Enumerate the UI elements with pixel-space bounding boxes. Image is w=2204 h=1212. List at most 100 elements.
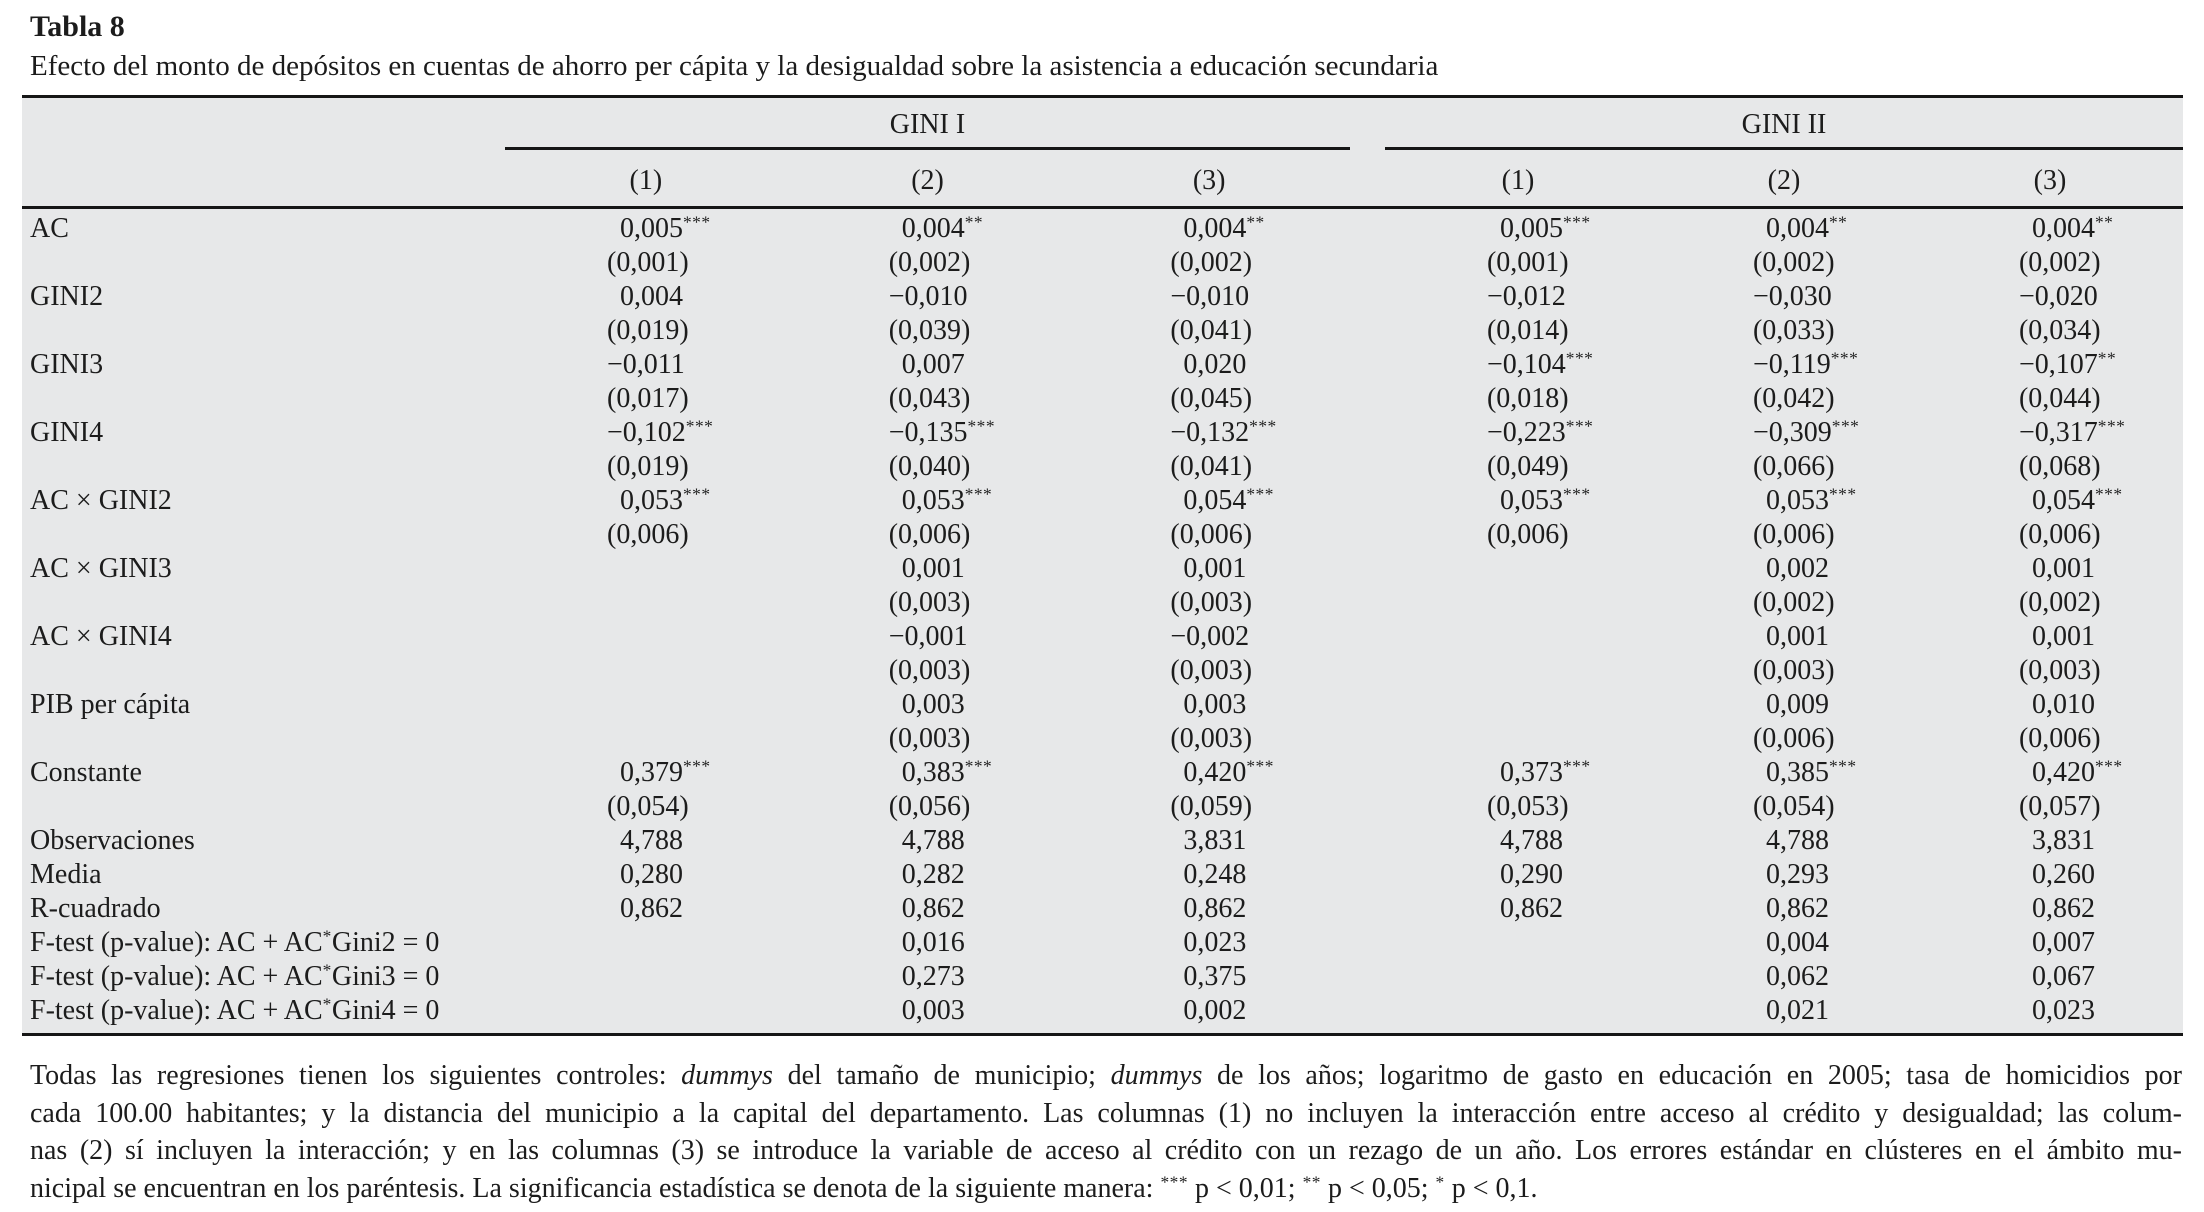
table-cell: 0,862 [1068,892,1350,926]
column-group-label: GINI I [889,109,966,140]
cell-value: (0,003) [1752,655,1835,686]
cell-value: 0,005*** [620,212,711,244]
row-label: F-test (p-value): AC + AC*Gini2 = 0 [30,926,440,958]
std-error-row: (0,003) (0,003) (0,002) (0,002) [22,586,2183,620]
statistic-row: F-test (p-value): AC + AC*Gini4 = 0 0,003… [22,994,2183,1028]
cell-value: 0,009 [1765,689,1829,720]
cell-value: 0,293 [1765,859,1829,890]
table-cell: 0,260 [1917,858,2183,892]
cell-value: −0,010 [888,281,968,312]
footnote-text: nicipal se encuentran en los paréntesis.… [30,1172,1161,1204]
cell-value: 0,053*** [901,484,993,516]
table-cell: 0,375 [1068,960,1350,994]
cell-value: (3) [2033,165,2067,196]
cell-value: 0,004** [2031,212,2114,244]
cell-value: 0,273 [901,961,965,992]
statistic-row: F-test (p-value): AC + AC*Gini3 = 0 0,273… [22,960,2183,994]
cell-value: (0,003) [2018,655,2101,686]
table-cell: −0,119*** [1651,348,1917,382]
table-cell: −0,104*** [1385,348,1651,382]
cell-value: 0,001 [2031,621,2095,652]
table-cell: 0,053*** [1651,484,1917,518]
table-cell: 0,054*** [1068,484,1350,518]
cell-value: (0,002) [2018,587,2101,618]
table-cell: (0,003) [1651,654,1917,688]
cell-value: (0,041) [1170,451,1253,482]
cell-value: 0,007 [901,349,965,380]
cell-value: (0,003) [888,723,971,754]
table-cell: (0,034) [1917,314,2183,348]
table-cell: 4,788 [787,824,1069,858]
cell-value: 0,375 [1183,961,1247,992]
coefficient-row: GINI4 −0,102*** −0,135*** −0,132*** −0,223**… [22,416,2183,450]
group-gap-cell [1350,688,1385,722]
table-cell: −0,001 [787,620,1069,654]
group-gap-cell [1350,552,1385,586]
table-cell: (0,006) [505,518,787,552]
cell-value: 0,248 [1183,859,1247,890]
table-cell [505,722,787,756]
cell-value: 0,862 [1499,893,1563,924]
cell-value: 0,007 [2031,927,2095,958]
cell-value: −0,011 [607,349,685,380]
group-gap-cell [1350,892,1385,926]
table-cell: (0,042) [1651,382,1917,416]
table-cell: 0,067 [1917,960,2183,994]
cell-value: (0,006) [1752,519,1835,550]
cell-value: (0,053) [1486,791,1569,822]
table-cell: 0,383*** [787,756,1069,790]
cell-value: −0,020 [2018,281,2098,312]
footnote-line: nas (2) sí incluyen la interacción; y en… [30,1132,2182,1170]
cell-value: (0,040) [888,451,971,482]
cell-value: 0,290 [1499,859,1563,890]
table-cell [1385,620,1651,654]
cell-value: (0,002) [1170,247,1253,278]
table-cell: (0,066) [1651,450,1917,484]
row-label: F-test (p-value): AC + AC*Gini4 = 0 [30,994,440,1026]
table-cell: 0,862 [1385,892,1651,926]
column-group-header-row: GINI I GINI II [22,98,2183,150]
table-cell: (0,002) [1068,246,1350,280]
footnote-italic-term: dummys [1110,1060,1203,1091]
cell-value: −0,107** [2018,348,2117,380]
row-label: AC [30,213,69,244]
cell-value: (0,006) [888,519,971,550]
table-cell: (0,054) [1651,790,1917,824]
footnote-text: ** [1302,1171,1321,1191]
column-group-gap [1350,98,1385,150]
statistic-row: Media 0,280 0,282 0,248 0,290 0,293 0,260 [22,858,2183,892]
table-cell: 0,273 [787,960,1069,994]
group-gap-cell [1350,586,1385,620]
table-cell: (0,068) [1917,450,2183,484]
statistic-row: R-cuadrado 0,862 0,862 0,862 0,862 0,862 0,862 [22,892,2183,926]
cell-value: 0,023 [1183,927,1247,958]
cell-value: (0,018) [1486,383,1569,414]
table-cell: (0,017) [505,382,787,416]
footnote-text: del tamaño de municipio; [772,1060,1111,1091]
statistic-row: Observaciones 4,788 4,788 3,831 4,788 4,788 3,… [22,824,2183,858]
group-gap-cell [1350,790,1385,824]
table-cell: (0,003) [1068,722,1350,756]
cell-value: 0,004** [1183,212,1265,244]
cell-value: 0,003 [901,995,965,1026]
table-cell: 0,862 [787,892,1069,926]
cell-value: (0,003) [1170,723,1253,754]
table-cell: −0,011 [505,348,787,382]
table-cell: −0,010 [787,280,1069,314]
table-cell: 0,053*** [1385,484,1651,518]
table-cell: 0,009 [1651,688,1917,722]
cell-value: 0,053*** [620,484,711,516]
group-gap-cell [1350,926,1385,960]
table-footnote: Todas las regresiones tienen los siguien… [30,1057,2182,1207]
table-cell: (0,040) [787,450,1069,484]
cell-value: (0,066) [1752,451,1835,482]
cell-value: 0,004 [620,281,683,312]
cell-value: 0,379*** [620,756,711,788]
group-gap-cell [1350,858,1385,892]
cell-value: 0,862 [1183,893,1247,924]
column-header-row: (1) (2) (3) (1) (2) (3) [22,150,2183,209]
std-error-row: (0,054) (0,056) (0,059) (0,053) (0,054) (0,05… [22,790,2183,824]
table-cell [505,926,787,960]
row-label [22,518,505,552]
table-cell: 0,005*** [1385,212,1651,246]
